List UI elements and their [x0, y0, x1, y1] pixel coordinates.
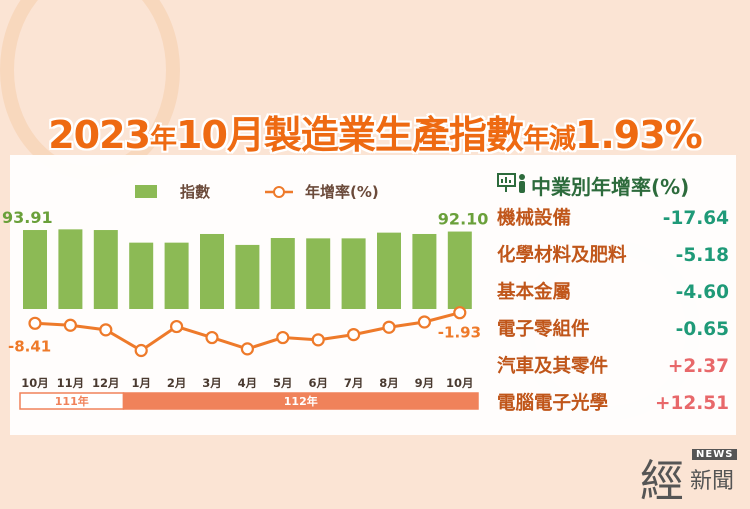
x-tick-label: 6月: [308, 376, 328, 390]
growth-value-label: -8.41: [8, 337, 51, 355]
x-tick-label: 12月: [92, 376, 120, 390]
industry-row: 電子零組件 -0.65: [497, 311, 729, 348]
industry-growth-panel: 中業別年增率(%) 機械設備 -17.64 化學材料及肥料 -5.18 基本金屬 -4.6…: [497, 170, 729, 422]
x-tick-label: 10月: [446, 376, 474, 390]
x-tick-label: 11月: [57, 376, 85, 390]
industry-row: 化學材料及肥料 -5.18: [497, 237, 729, 274]
index-bar: [235, 244, 260, 309]
industry-value: +12.51: [654, 393, 729, 414]
x-tick-label: 8月: [379, 376, 399, 390]
industry-label: 電腦電子光學: [497, 393, 609, 414]
index-bar: [270, 238, 295, 309]
industry-label: 電子零組件: [497, 319, 590, 340]
growth-point: [382, 320, 396, 334]
bar-value-label: 92.10: [438, 210, 489, 229]
growth-point: [453, 306, 467, 320]
growth-point: [63, 318, 78, 332]
industry-value: -0.65: [675, 319, 729, 340]
page-title: 2023年10月製造業生產指數年減1.93%: [48, 113, 703, 157]
x-tick-label: 9月: [415, 376, 435, 390]
x-tick-label: 3月: [202, 376, 222, 390]
index-bar: [447, 231, 472, 309]
growth-point: [347, 327, 361, 342]
x-tick-label: 4月: [238, 376, 258, 390]
industry-value: -5.18: [675, 245, 729, 266]
industry-value: -4.60: [675, 282, 729, 303]
x-tick-label: 2月: [167, 376, 187, 390]
growth-point: [170, 319, 184, 334]
legend: 指數 年增率(%): [135, 183, 379, 201]
news-logo: 經 NEWS 新聞: [640, 445, 740, 507]
legend-line-label: 年增率(%): [305, 183, 379, 201]
index-bar: [23, 230, 47, 309]
growth-point: [99, 323, 113, 337]
industry-row: 汽車及其零件 +2.37: [497, 348, 729, 385]
industry-label: 機械設備: [497, 208, 572, 229]
x-tick-label: 5月: [273, 376, 293, 390]
industry-value: -17.64: [662, 208, 729, 229]
index-bar: [93, 230, 118, 309]
growth-point: [205, 330, 219, 345]
x-tick-label: 7月: [344, 376, 364, 390]
industry-label: 基本金屬: [497, 282, 572, 303]
growth-value-label: -1.93: [438, 324, 481, 342]
growth-point: [417, 315, 431, 329]
industry-label: 化學材料及肥料: [497, 245, 627, 266]
logo-news: NEWS: [692, 449, 738, 460]
industry-row: 電腦電子光學 +12.51: [497, 385, 729, 422]
growth-point: [311, 333, 325, 347]
index-bar: [58, 229, 83, 309]
index-bar: [377, 232, 401, 309]
growth-point: [134, 343, 148, 358]
index-bar: [164, 242, 189, 309]
logo-text: 新聞: [690, 469, 735, 494]
industry-label: 汽車及其零件: [497, 356, 609, 377]
growth-point: [240, 342, 254, 356]
industry-row: 機械設備 -17.64: [497, 200, 729, 237]
index-bar: [306, 238, 331, 309]
index-bar: [341, 238, 366, 309]
industry-header: 中業別年增率(%): [497, 170, 729, 200]
legend-bar-label: 指數: [180, 183, 210, 201]
index-bar: [412, 233, 437, 309]
industry-header-text: 中業別年增率(%): [531, 174, 690, 199]
growth-point: [28, 316, 42, 330]
industry-value: +2.37: [667, 356, 729, 377]
x-tick-label: 10月: [21, 376, 49, 390]
legend-line-marker: [273, 186, 285, 198]
logo-char: 經: [640, 456, 684, 507]
bar-value-label: 93.91: [2, 208, 53, 227]
growth-point: [276, 330, 290, 345]
year-band-label: 111年: [55, 394, 89, 408]
industry-row: 基本金屬 -4.60: [497, 274, 729, 311]
index-bar: [129, 242, 154, 309]
year-band: [122, 392, 479, 410]
legend-bar-swatch: [135, 185, 157, 198]
index-bar: [200, 233, 224, 309]
presenter-icon: [497, 172, 527, 199]
x-tick-label: 1月: [131, 376, 151, 390]
year-band-label: 112年: [284, 394, 318, 408]
